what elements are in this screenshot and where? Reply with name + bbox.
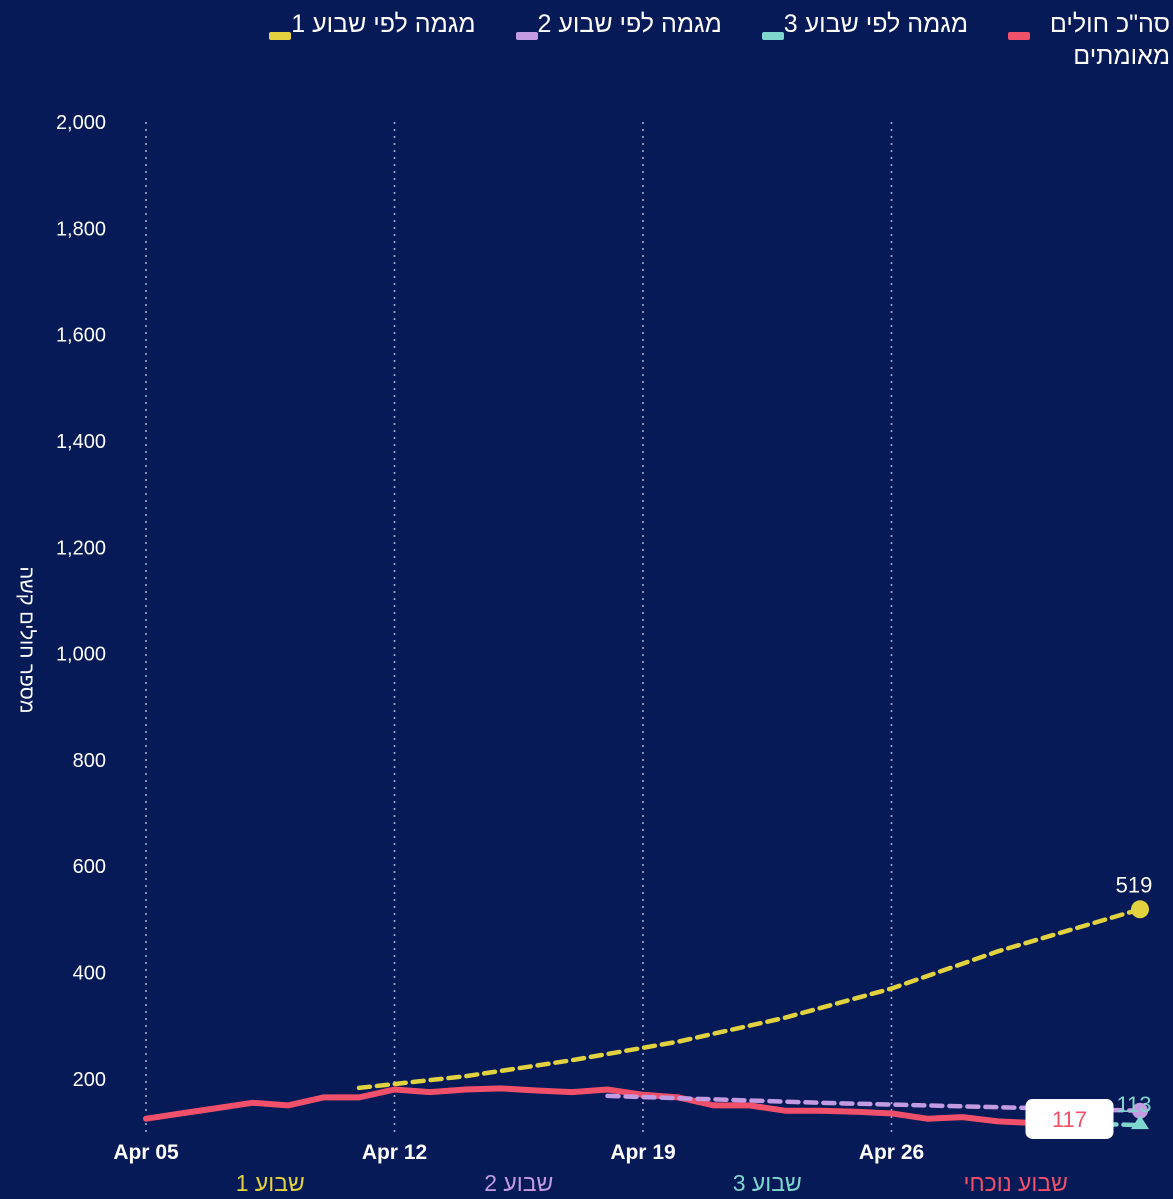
current-value-label: 117 (1052, 1107, 1087, 1132)
y-tick-label: 400 (73, 963, 106, 985)
trend-week-3-end-label: 113 (1116, 1092, 1151, 1117)
y-tick-label: 1,800 (56, 218, 106, 240)
x-tick-label: Apr 05 (113, 1141, 179, 1164)
legend-swatch (1008, 32, 1030, 40)
legend-item-confirmed-total[interactable]: סה"כ חולים מאומתים (1004, 8, 1170, 88)
legend-item-trend-week-1[interactable]: מגמה לפי שבוע 1 (265, 8, 476, 88)
y-tick-label: 1,000 (56, 644, 106, 666)
legend-swatch (515, 32, 538, 40)
current-value-callout (1025, 1098, 1114, 1139)
legend-swatch (761, 32, 784, 40)
legend: סה"כ חולים מאומתים מגמה לפי שבוע 3 מגמה … (140, 8, 1170, 88)
x-tick-label: Apr 19 (610, 1141, 675, 1164)
week-band-label: שבוע 3 (733, 1170, 802, 1196)
legend-label: מגמה לפי שבוע 2 (537, 10, 722, 38)
x-tick-label: Apr 12 (362, 1141, 427, 1164)
trend-week-3-end-point (1131, 1115, 1149, 1130)
y-tick-label: 1,600 (56, 325, 106, 347)
trend-week-1-end-point (1131, 900, 1149, 919)
legend-item-trend-week-2[interactable]: מגמה לפי שבוע 2 (512, 8, 722, 88)
legend-label: מגמה לפי שבוע 3 (783, 10, 968, 38)
y-tick-label: 200 (73, 1069, 106, 1091)
legend-label: מגמה לפי שבוע 1 (291, 10, 476, 38)
y-tick-label: 1,400 (56, 431, 106, 453)
week-band-label: שבוע 1 (236, 1170, 305, 1196)
y-tick-label: 2,000 (56, 112, 106, 134)
x-tick-label: Apr 26 (859, 1141, 924, 1164)
trend-week-2-end-point (1132, 1102, 1148, 1119)
y-tick-label: 800 (73, 750, 106, 772)
trend-week-1-line (356, 907, 1143, 1091)
legend-label: סה"כ חולים מאומתים (1049, 10, 1170, 70)
trend-week-1-end-label: 519 (1116, 872, 1153, 897)
legend-item-trend-week-3[interactable]: מגמה לפי שבוע 3 (758, 8, 968, 88)
y-tick-label: 1,200 (56, 537, 106, 559)
legend-swatch (269, 32, 292, 40)
confirmed-total-line (143, 1085, 1037, 1126)
week-band-label: שבוע 2 (484, 1170, 553, 1196)
y-tick-label: 600 (73, 856, 106, 878)
week-band-label: שבוע נוכחי (964, 1170, 1068, 1196)
